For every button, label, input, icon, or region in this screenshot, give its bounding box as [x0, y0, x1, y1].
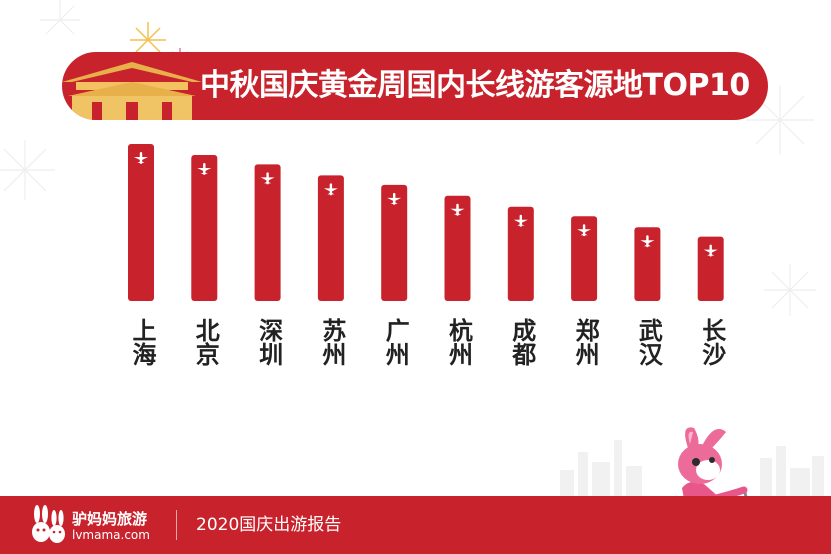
footer-bar: 驴妈妈旅游 lvmama.com 2020国庆出游报告	[0, 496, 831, 554]
airplane-icon	[197, 162, 212, 175]
category-label: 广州	[381, 318, 410, 366]
category-label: 武汉	[634, 318, 663, 366]
chart-title: 中秋国庆黄金周国内长线游客源地TOP10	[200, 68, 750, 103]
bar-8	[571, 216, 598, 301]
bar-6	[444, 195, 471, 301]
airplane-icon	[640, 235, 655, 248]
bar-10	[697, 236, 724, 301]
rabbit-logo-icon	[32, 505, 65, 543]
bar-9	[634, 227, 661, 301]
category-label: 上海	[128, 318, 156, 366]
category-label: 深圳	[254, 318, 283, 366]
category-label: 杭州	[444, 318, 473, 366]
report-title: 2020国庆出游报告	[196, 515, 342, 535]
category-label: 成都	[507, 318, 536, 366]
bar-1	[128, 144, 154, 301]
airplane-icon	[703, 244, 718, 257]
airplane-icon	[323, 183, 338, 196]
category-label: 北京	[191, 318, 220, 366]
footer-divider	[176, 510, 177, 540]
title-banner: 中秋国庆黄金周国内长线游客源地TOP10	[62, 52, 768, 120]
airplane-icon	[387, 192, 402, 205]
airplane-icon	[513, 214, 528, 227]
category-label: 郑州	[571, 318, 600, 366]
bar-4	[317, 175, 344, 301]
airplane-icon	[450, 203, 465, 216]
category-label: 长沙	[697, 318, 726, 366]
category-label: 苏州	[317, 318, 346, 366]
bar-2	[191, 154, 218, 301]
bar-5	[381, 184, 408, 301]
airplane-icon	[577, 224, 592, 237]
airplane-icon	[134, 152, 148, 164]
logo-url: lvmama.com	[72, 528, 150, 542]
tiananmen-gate-icon	[62, 62, 202, 120]
bar-3	[254, 164, 281, 301]
bar-7	[507, 206, 534, 301]
airplane-icon	[260, 172, 275, 185]
lvmama-logo: 驴妈妈旅游 lvmama.com	[28, 502, 168, 548]
logo-name: 驴妈妈旅游	[72, 510, 148, 528]
